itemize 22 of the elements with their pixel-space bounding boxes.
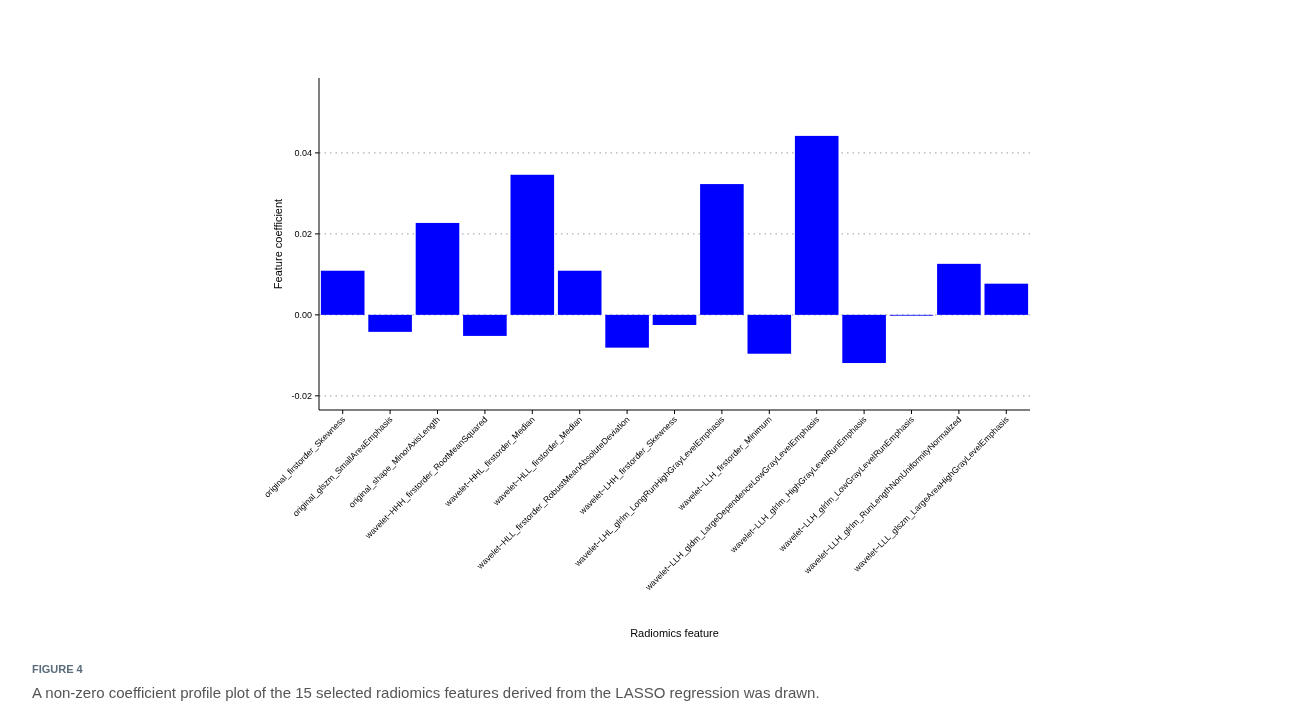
bar [463,314,507,336]
y-tick-label: 0.04 [294,147,312,158]
bar [747,314,792,354]
bar [605,314,649,348]
y-tick-label: 0.00 [294,309,312,320]
x-axis-title: Radiomics feature [630,627,719,639]
bar [794,135,839,315]
y-tick-label: 0.02 [294,228,312,239]
y-axis-title: Feature coefficient [272,198,284,290]
bar [842,314,886,364]
bar [320,270,365,315]
bar [984,283,1029,315]
bar [937,263,981,315]
text: A non-zero coefficient profile plot of the 15 selected radiomics features derived from the LASSO regression was drawn. [32,684,820,701]
bar [368,314,412,332]
bar [510,174,555,315]
bar [652,314,697,325]
caption: FIGURE 4 [32,663,84,675]
bar [700,184,744,315]
bar [557,270,602,315]
y-tick-label: -0.02 [291,390,312,401]
bar [415,222,460,315]
